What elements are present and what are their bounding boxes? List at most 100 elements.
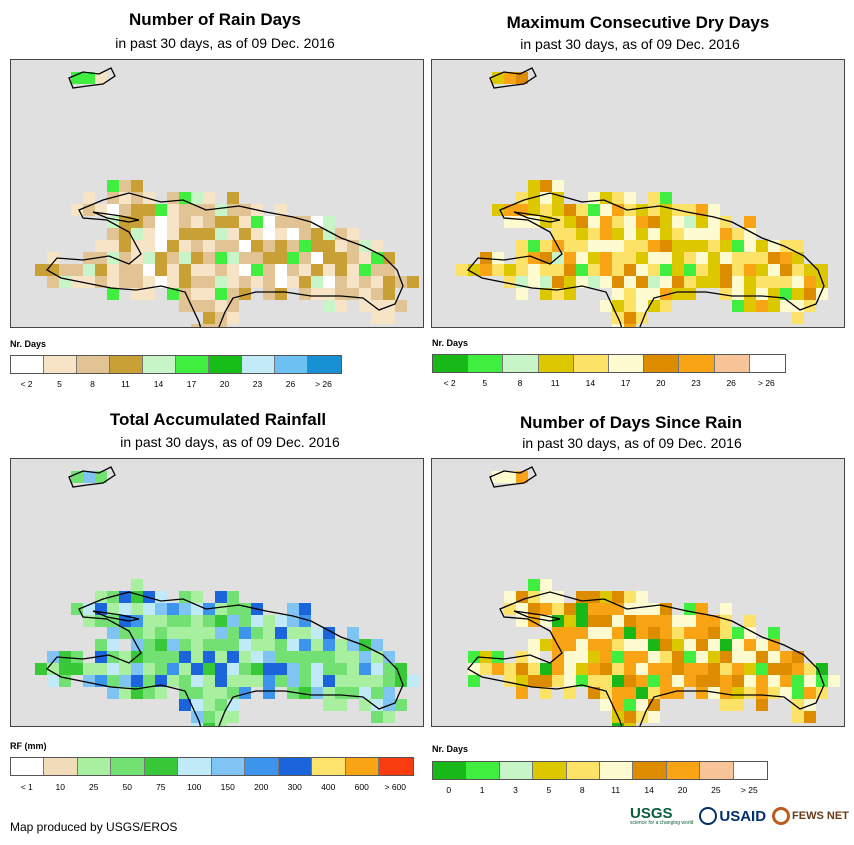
grid-cell xyxy=(636,591,648,603)
map-consecutive-dry-days[interactable] xyxy=(431,59,845,328)
grid-cell xyxy=(203,639,215,651)
grid-cell xyxy=(744,228,756,240)
grid-cell xyxy=(407,675,419,687)
grid-cell xyxy=(191,264,203,276)
grid-cell xyxy=(624,615,636,627)
grid-cell xyxy=(624,312,636,324)
grid-cell xyxy=(179,627,191,639)
grid-cell xyxy=(395,699,407,711)
grid-cell xyxy=(528,603,540,615)
legend-tick: 0 xyxy=(446,785,452,795)
grid-cell xyxy=(179,651,191,663)
grid-cell xyxy=(660,615,672,627)
legend-swatch xyxy=(209,356,242,373)
grid-cell xyxy=(107,276,119,288)
grid-cell xyxy=(335,687,347,699)
grid-cell xyxy=(756,240,768,252)
grid-cell xyxy=(167,663,179,675)
grid-cell xyxy=(540,579,552,591)
grid-cell xyxy=(696,204,708,216)
grid-cell xyxy=(684,627,696,639)
grid-cell xyxy=(239,216,251,228)
grid-cell xyxy=(95,471,107,483)
grid-cell xyxy=(323,687,335,699)
grid-cell xyxy=(155,603,167,615)
grid-cell xyxy=(768,627,780,639)
legend-tick: 17 xyxy=(620,378,631,388)
grid-cell xyxy=(383,252,395,264)
grid-cell xyxy=(323,264,335,276)
grid-cell xyxy=(780,276,792,288)
grid-cell xyxy=(744,615,756,627)
grid-cell xyxy=(215,723,227,726)
grid-cell xyxy=(588,252,600,264)
grid-cell xyxy=(371,639,383,651)
map-rain-days[interactable] xyxy=(10,59,424,328)
grid-cell xyxy=(215,627,227,639)
legend-tick: 8 xyxy=(90,379,95,389)
grid-cell xyxy=(227,711,239,723)
grid-cell xyxy=(720,639,732,651)
fews-net-logo-text: FEWS NET xyxy=(792,810,849,822)
grid-cell xyxy=(359,675,371,687)
grid-cell xyxy=(143,216,155,228)
grid-cell xyxy=(720,264,732,276)
legend-swatch xyxy=(77,356,110,373)
grid-cell xyxy=(95,651,107,663)
grid-cell xyxy=(227,264,239,276)
grid-cell xyxy=(191,627,203,639)
grid-cell xyxy=(708,663,720,675)
grid-cell xyxy=(83,675,95,687)
legend-swatch xyxy=(312,758,346,775)
grid-cell xyxy=(359,687,371,699)
grid-cell xyxy=(107,627,119,639)
grid-cell xyxy=(588,663,600,675)
islet-outline xyxy=(68,67,116,89)
grid-cell xyxy=(696,639,708,651)
map-total-rainfall[interactable] xyxy=(10,458,424,727)
grid-cell xyxy=(552,627,564,639)
grid-cell xyxy=(744,300,756,312)
grid-cell xyxy=(239,288,251,300)
grid-cell xyxy=(359,663,371,675)
legend-bar-consecutive-dry-days xyxy=(432,354,786,373)
grid-cell xyxy=(179,264,191,276)
grid-cell xyxy=(239,663,251,675)
grid-cell xyxy=(203,324,215,327)
grid-cell xyxy=(179,591,191,603)
grid-cell xyxy=(636,687,648,699)
grid-cell xyxy=(624,723,636,726)
map-days-since-rain[interactable] xyxy=(431,458,845,727)
grid-cell xyxy=(540,288,552,300)
legend-swatch xyxy=(644,355,680,372)
grid-cell xyxy=(588,276,600,288)
grid-cell xyxy=(203,240,215,252)
grid-cell xyxy=(744,687,756,699)
grid-cell xyxy=(636,639,648,651)
grid-cell xyxy=(323,276,335,288)
legend-swatch xyxy=(714,355,750,372)
grid-cell xyxy=(227,627,239,639)
usaid-seal-icon xyxy=(699,807,718,825)
grid-cell xyxy=(263,675,275,687)
grid-cell xyxy=(708,204,720,216)
grid-cell xyxy=(203,651,215,663)
grid-cell xyxy=(263,639,275,651)
grid-cell xyxy=(684,240,696,252)
grid-cell xyxy=(552,204,564,216)
grid-cell xyxy=(227,192,239,204)
grid-cell xyxy=(636,675,648,687)
grid-cell xyxy=(323,216,335,228)
grid-cell xyxy=(492,471,504,483)
grid-cell xyxy=(768,288,780,300)
grid-cell xyxy=(588,240,600,252)
grid-cell xyxy=(359,240,371,252)
grid-cell xyxy=(792,276,804,288)
legend-tick: 300 xyxy=(287,782,302,792)
grid-cell xyxy=(756,675,768,687)
grid-cell xyxy=(780,288,792,300)
grid-cell xyxy=(347,687,359,699)
grid-cell xyxy=(732,639,744,651)
grid-cell xyxy=(768,252,780,264)
grid-cell xyxy=(191,723,203,726)
